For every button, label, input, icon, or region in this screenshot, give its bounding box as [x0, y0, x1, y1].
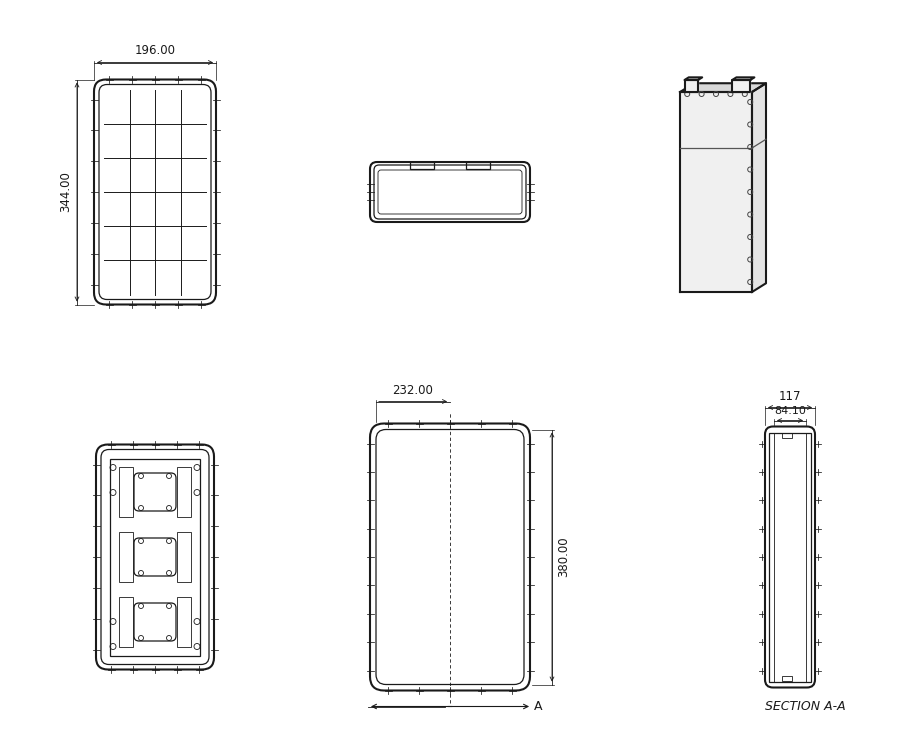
- Bar: [110, 458, 200, 655]
- Bar: [119, 532, 133, 582]
- Text: 380.00: 380.00: [557, 537, 570, 578]
- Text: SECTION A-A: SECTION A-A: [765, 700, 845, 713]
- Text: 196.00: 196.00: [135, 45, 175, 58]
- Polygon shape: [680, 83, 766, 92]
- Bar: [769, 433, 811, 681]
- Bar: [466, 162, 490, 168]
- Polygon shape: [752, 83, 766, 292]
- Polygon shape: [732, 78, 755, 80]
- Polygon shape: [732, 80, 750, 92]
- Polygon shape: [680, 92, 752, 292]
- Bar: [782, 433, 792, 438]
- Text: 84.10: 84.10: [774, 406, 806, 416]
- Text: 232.00: 232.00: [392, 384, 434, 397]
- Polygon shape: [684, 80, 698, 92]
- Bar: [410, 162, 434, 168]
- Text: 344.00: 344.00: [59, 171, 72, 212]
- Bar: [782, 676, 792, 681]
- Polygon shape: [684, 78, 702, 80]
- Bar: [177, 532, 191, 582]
- Bar: [177, 467, 191, 517]
- Bar: [119, 467, 133, 517]
- Bar: [119, 597, 133, 647]
- Text: A: A: [534, 700, 543, 713]
- Bar: [177, 597, 191, 647]
- Text: 117: 117: [779, 389, 801, 403]
